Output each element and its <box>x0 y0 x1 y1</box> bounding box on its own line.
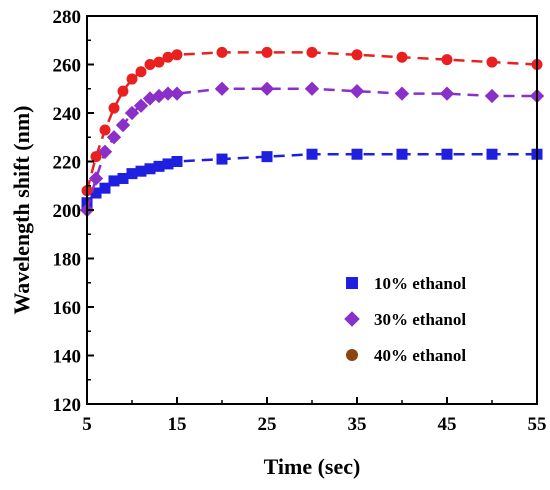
data-point <box>261 46 273 58</box>
data-point <box>214 81 230 96</box>
y-tick-label: 220 <box>53 153 82 174</box>
data-point <box>144 59 156 70</box>
data-point <box>171 49 183 61</box>
data-point <box>351 49 363 61</box>
data-point <box>135 165 147 177</box>
legend: 10% ethanol 30% ethanol 40% ethanol <box>344 274 466 365</box>
data-point <box>126 73 138 85</box>
legend-marker <box>344 311 360 327</box>
data-point <box>133 98 149 113</box>
legend-item: 10% ethanol <box>346 274 466 293</box>
y-tick-label: 240 <box>53 104 82 125</box>
x-tick-label: 45 <box>438 414 457 435</box>
data-point <box>216 153 228 165</box>
data-point <box>153 160 165 172</box>
data-point <box>441 54 453 66</box>
data-point <box>162 158 174 170</box>
data-point <box>162 51 174 63</box>
data-point <box>261 151 273 163</box>
y-tick-label: 200 <box>53 201 82 222</box>
data-point <box>171 156 183 167</box>
legend-marker <box>346 277 358 289</box>
legend-label: 40% ethanol <box>374 346 466 365</box>
x-tick-label: 25 <box>258 414 277 435</box>
data-point <box>117 172 129 184</box>
data-point <box>90 187 102 199</box>
data-point <box>97 144 113 159</box>
data-point <box>90 151 102 163</box>
x-tick-label: 5 <box>82 414 92 435</box>
legend-item: 40% ethanol <box>346 346 466 365</box>
data-point <box>439 86 455 101</box>
data-point <box>108 102 120 114</box>
data-point <box>394 86 410 101</box>
data-point <box>126 168 138 180</box>
series-0 <box>81 148 543 209</box>
y-tick-label: 280 <box>53 7 82 28</box>
series-1 <box>79 81 545 218</box>
data-point <box>144 163 156 175</box>
data-point <box>108 175 120 187</box>
data-point <box>441 148 453 160</box>
ticks: 5 15 25 35 45 55 120 140 160 180 200 220 240 260 280 <box>53 7 547 435</box>
data-point <box>216 46 228 58</box>
data-point <box>99 124 111 136</box>
data-point <box>306 46 318 58</box>
data-point <box>106 130 122 145</box>
data-point <box>351 148 363 160</box>
data-point <box>169 86 185 101</box>
data-point <box>153 56 165 68</box>
data-point <box>396 148 408 160</box>
data-point <box>124 105 140 121</box>
x-tick-label: 35 <box>348 414 367 435</box>
data-point <box>486 56 498 68</box>
plot-frame <box>86 15 538 405</box>
legend-label: 10% ethanol <box>374 274 466 293</box>
legend-marker <box>346 349 358 361</box>
data-point <box>99 182 111 194</box>
y-axis-title: Wavelength shift (nm) <box>9 106 34 315</box>
y-tick-label: 160 <box>53 298 82 319</box>
data-point <box>304 81 320 96</box>
data-point <box>349 84 365 99</box>
data-point <box>88 171 104 186</box>
data-point <box>259 81 275 96</box>
data-point <box>306 148 318 160</box>
x-tick-label: 15 <box>168 414 187 435</box>
series-2 <box>81 46 543 197</box>
data-point <box>160 86 176 101</box>
data-point <box>484 88 500 104</box>
legend-label: 30% ethanol <box>374 310 466 329</box>
data-point <box>396 51 408 63</box>
y-tick-label: 180 <box>53 250 82 271</box>
data-point <box>115 117 131 133</box>
x-axis-title: Time (sec) <box>264 454 361 479</box>
legend-item: 30% ethanol <box>344 310 466 329</box>
y-tick-label: 140 <box>53 347 82 368</box>
y-tick-label: 120 <box>53 395 82 416</box>
data-point <box>117 85 129 97</box>
data-point <box>486 148 498 160</box>
x-tick-label: 55 <box>528 414 547 435</box>
data-point <box>151 88 167 104</box>
plot-area <box>79 46 545 218</box>
y-tick-label: 260 <box>53 56 82 77</box>
data-point <box>135 66 147 78</box>
